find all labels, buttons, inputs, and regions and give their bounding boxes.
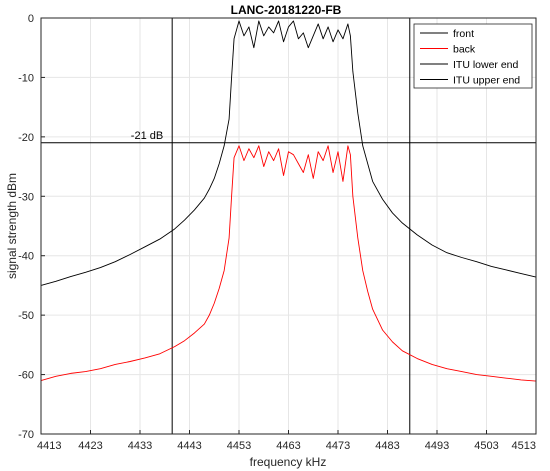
y-tick-label: 0 (28, 13, 34, 25)
y-tick-label: -40 (18, 251, 34, 263)
x-tick-label: 4473 (326, 440, 350, 452)
y-tick-label: -10 (18, 72, 34, 84)
chart-title: LANC-20181220-FB (231, 3, 342, 17)
legend-entry: ITU upper end (453, 75, 520, 87)
x-tick-label: 4413 (37, 440, 61, 452)
series (40, 20, 537, 382)
x-tick-label: 4453 (227, 440, 251, 452)
y-tick-label: -30 (18, 191, 34, 203)
legend: front back ITU lower end ITU upper end (413, 23, 533, 89)
y-tick-label: -60 (18, 370, 34, 382)
reference-lines (41, 18, 536, 434)
x-tick-label: 4493 (425, 440, 449, 452)
tick-labels: 4413 4423 4433 4443 4453 4463 4473 4483 4493 4503… (18, 13, 537, 452)
series-line-front (40, 20, 537, 286)
x-tick-label: 4423 (78, 440, 102, 452)
y-tick-label: -20 (18, 132, 34, 144)
y-tick-label: -70 (18, 429, 34, 441)
x-axis-label: frequency kHz (250, 455, 327, 469)
x-tick-label: 4463 (276, 440, 300, 452)
series-line-back (40, 145, 537, 382)
legend-entry: front (453, 28, 474, 40)
x-tick-label: 4443 (177, 440, 201, 452)
y-tick-label: -50 (18, 310, 34, 322)
legend-entry: back (453, 44, 476, 56)
legend-box (413, 23, 533, 89)
x-tick-label: 4433 (128, 440, 152, 452)
x-tick-label: 4503 (474, 440, 498, 452)
legend-entry: ITU lower end (453, 59, 519, 71)
hline-annotation: -21 dB (131, 130, 163, 142)
x-tick-label: 4513 (512, 440, 536, 452)
x-tick-label: 4483 (375, 440, 399, 452)
y-axis-label: signal strength dBm (5, 173, 19, 279)
